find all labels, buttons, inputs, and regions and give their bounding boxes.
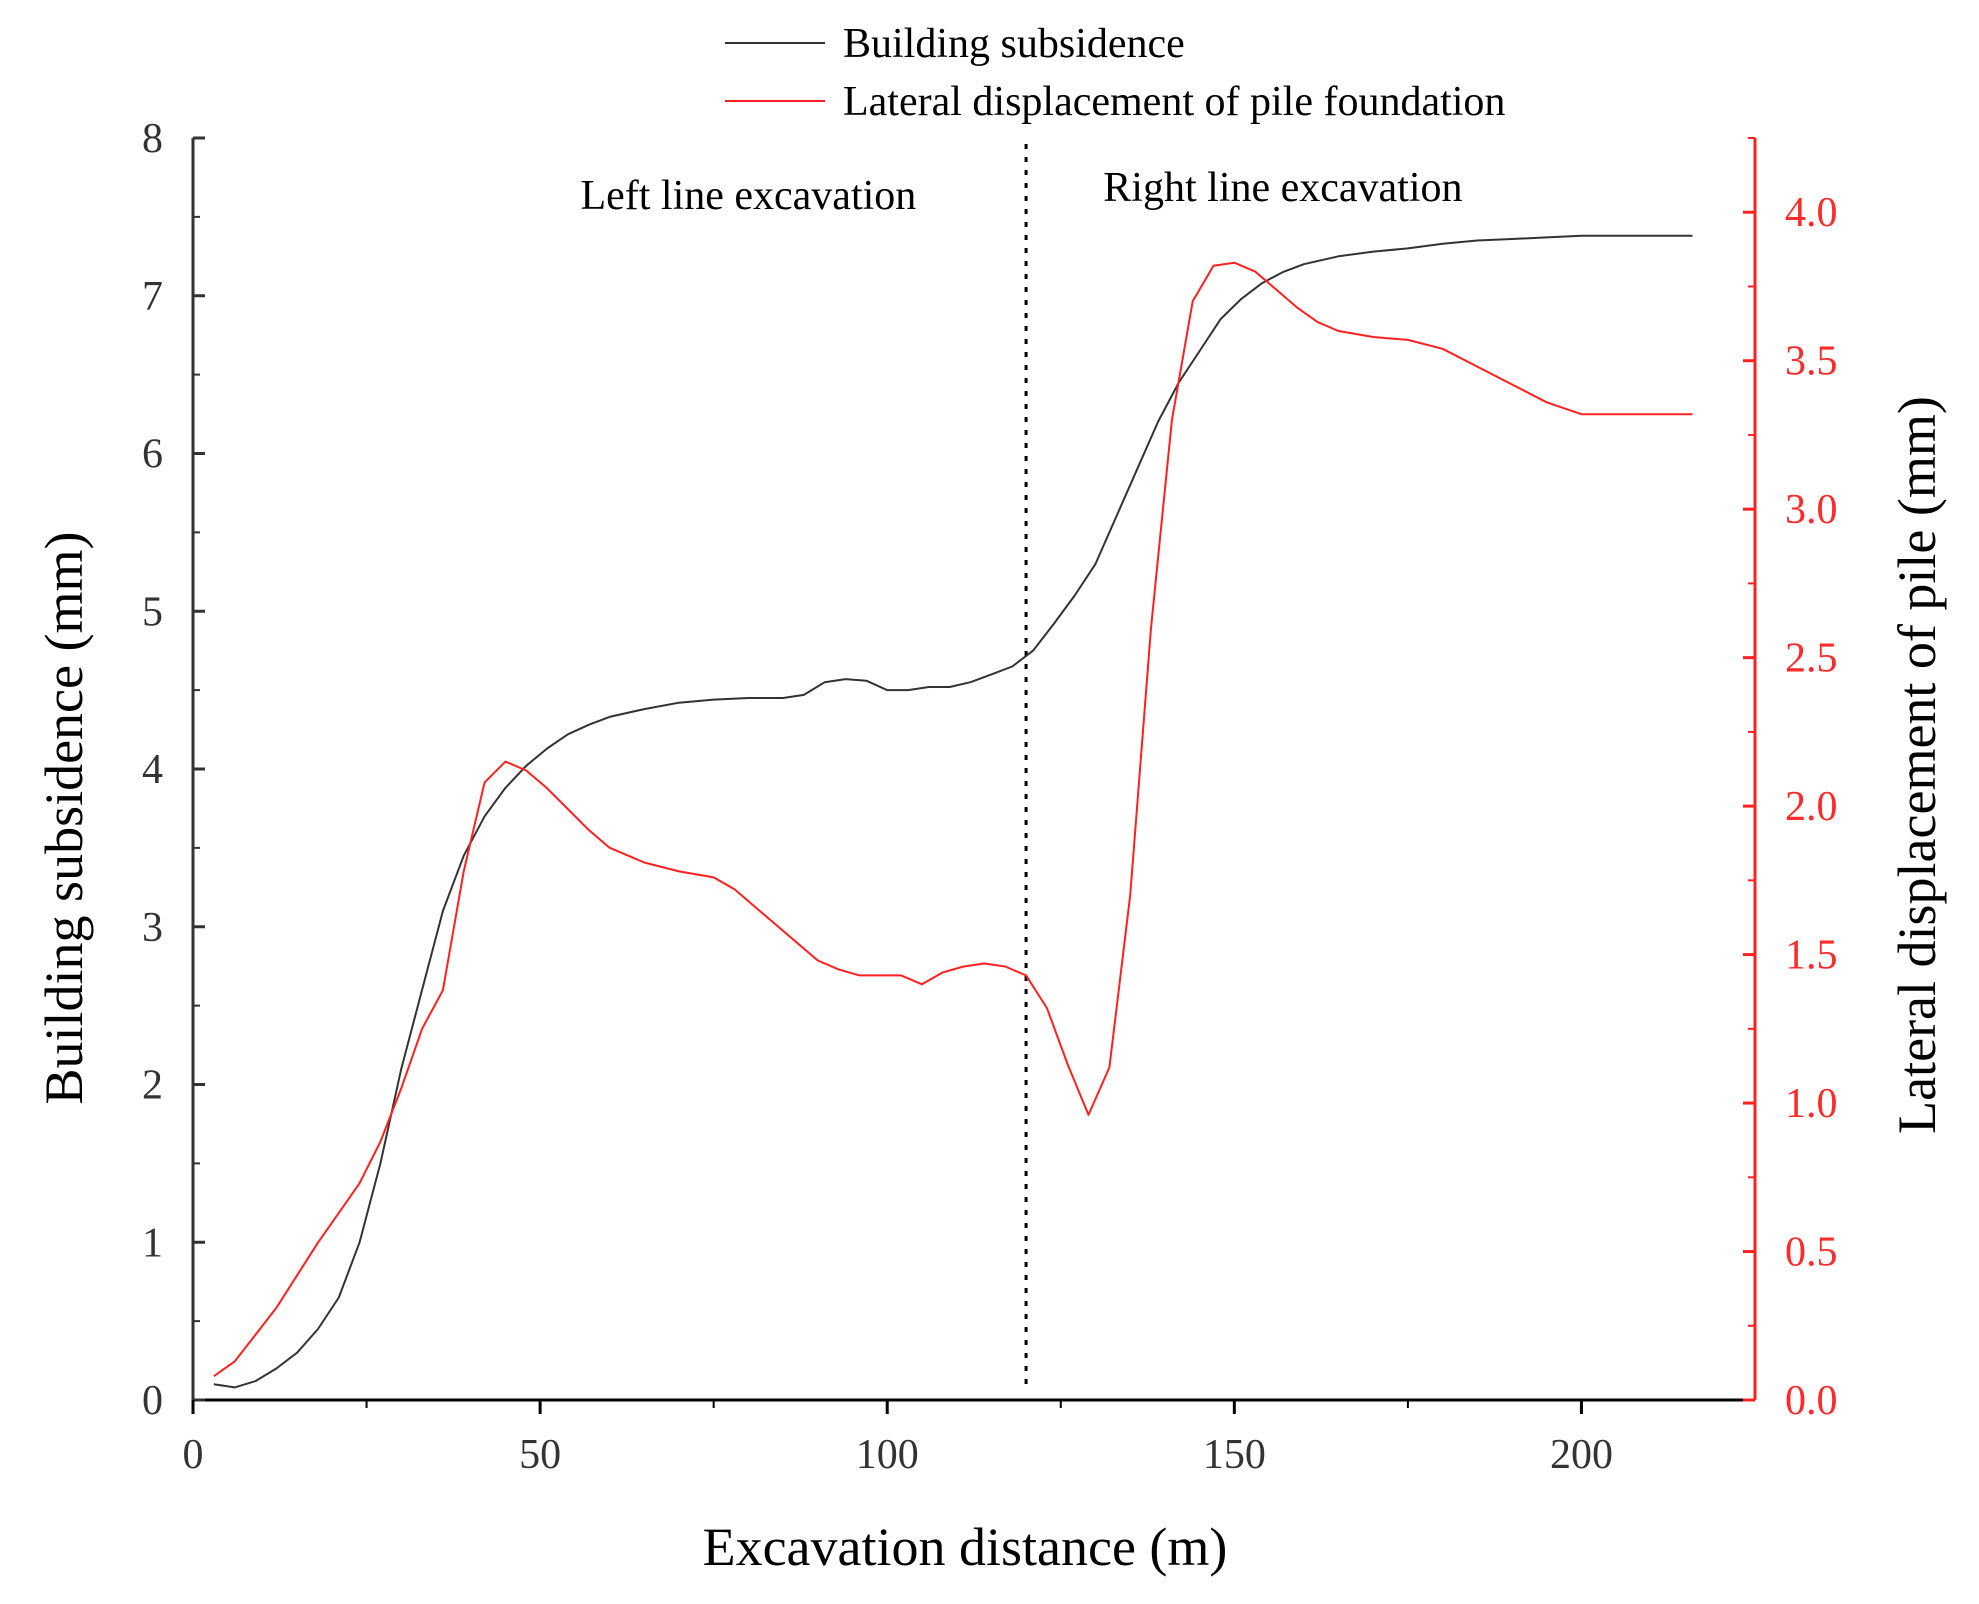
- tick-labels: 0 1 2 3 4 5 6 7 8 0.0 0.5 1.0 1.5 2.0 2.5 3.0 3.5 4.0 0 50 1…: [142, 116, 1838, 1478]
- y-right-tick-label: 1.5: [1785, 933, 1838, 979]
- y-right-tick-label: 1.0: [1785, 1081, 1838, 1127]
- y-right-tick-label: 3.5: [1785, 339, 1838, 385]
- y-left-tick-label: 6: [142, 432, 163, 478]
- legend-label-building-subsidence: Building subsidence: [843, 21, 1185, 67]
- y-left-axis-title: Building subsidence (mm): [34, 532, 94, 1105]
- axes: [191, 136, 1757, 1414]
- y-left-tick-label: 1: [142, 1220, 163, 1266]
- series-line-lateral-displacement: [213, 261, 1693, 1378]
- y-left-tick-label: 5: [142, 589, 163, 635]
- x-tick-label: 0: [183, 1432, 204, 1478]
- legend-label-lateral-displacement: Lateral displacement of pile foundation: [843, 79, 1505, 125]
- y-left-tick-label: 2: [142, 1063, 163, 1109]
- y-right-tick-label: 4.0: [1785, 190, 1838, 236]
- y-left-tick-label: 7: [142, 274, 163, 320]
- annotation-right-line-excavation: Right line excavation: [1103, 165, 1462, 211]
- y-left-tick-label: 4: [142, 747, 163, 793]
- legend: Building subsidence Lateral displacement…: [725, 21, 1505, 125]
- series-line-building-subsidence: [213, 234, 1693, 1389]
- y-left-tick-label: 0: [142, 1378, 163, 1424]
- y-right-axis-title: Lateral displacement of pile (mm): [1887, 396, 1947, 1134]
- y-left-tick-label: 3: [142, 905, 163, 951]
- y-right-tick-label: 2.0: [1785, 784, 1838, 830]
- y-right-tick-label: 2.5: [1785, 636, 1838, 682]
- y-right-tick-label: 3.0: [1785, 487, 1838, 533]
- x-tick-label: 100: [856, 1432, 919, 1478]
- x-tick-label: 50: [519, 1432, 561, 1478]
- series-lines: [213, 234, 1693, 1389]
- y-right-tick-label: 0.0: [1785, 1378, 1838, 1424]
- y-left-tick-label: 8: [142, 116, 163, 162]
- y-right-tick-label: 0.5: [1785, 1230, 1838, 1276]
- annotation-left-line-excavation: Left line excavation: [580, 173, 916, 219]
- x-axis-title: Excavation distance (m): [703, 1517, 1228, 1577]
- x-tick-label: 150: [1203, 1432, 1266, 1478]
- x-tick-label: 200: [1550, 1432, 1613, 1478]
